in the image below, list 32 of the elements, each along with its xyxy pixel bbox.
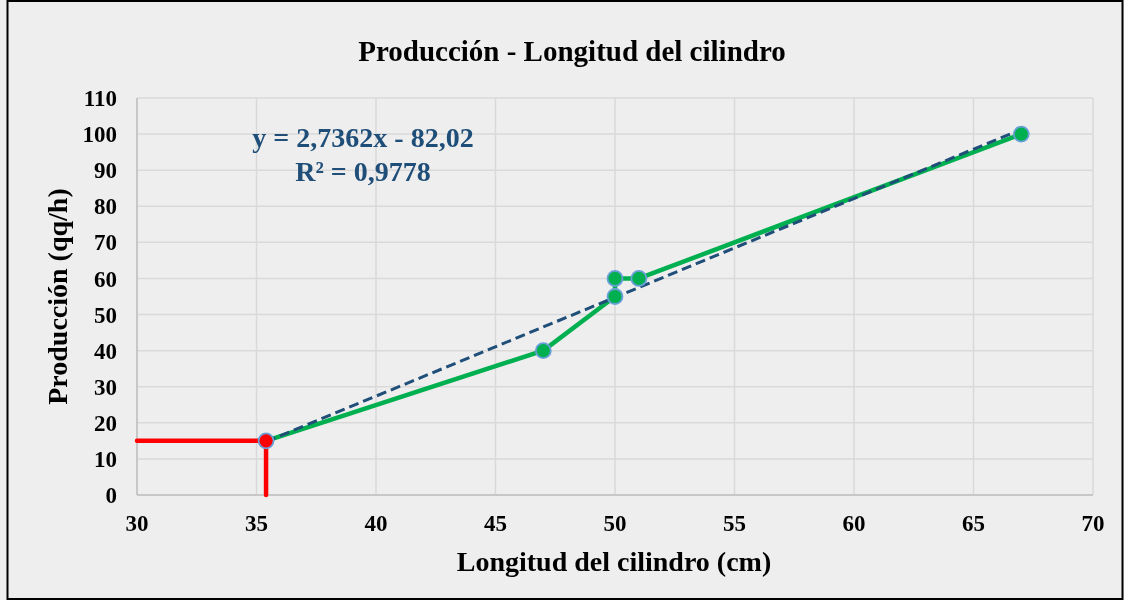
point xyxy=(606,288,624,305)
point xyxy=(630,270,648,287)
x-tick-label: 35 xyxy=(245,511,268,536)
y-tick-label: 10 xyxy=(94,446,117,472)
x-tick-label: 40 xyxy=(364,511,388,536)
x-tick-label: 30 xyxy=(125,511,149,536)
y-tick-label: 100 xyxy=(82,122,117,148)
point xyxy=(606,270,624,287)
point xyxy=(1012,125,1030,143)
y-tick-label: 70 xyxy=(94,230,117,256)
y-axis-title: Producción (qq/h) xyxy=(42,188,73,405)
y-tick-label: 40 xyxy=(94,338,117,364)
x-tick-label: 50 xyxy=(603,511,627,536)
y-tick-label: 30 xyxy=(94,374,117,400)
annotation: R² = 0,9778 xyxy=(295,156,431,187)
y-tick-label: 110 xyxy=(83,86,117,112)
point xyxy=(257,432,275,450)
y-tick-label: 90 xyxy=(94,158,117,184)
chart-title: Producción - Longitud del cilindro xyxy=(358,35,786,67)
x-tick-label: 60 xyxy=(842,511,866,536)
y-tick-label: 0 xyxy=(105,483,117,509)
x-tick-label: 45 xyxy=(484,511,507,536)
y-tick-label: 60 xyxy=(94,266,117,292)
x-tick-label: 55 xyxy=(723,511,746,536)
y-tick-label: 20 xyxy=(94,410,117,436)
y-tick-label: 80 xyxy=(94,194,117,220)
annotation: y = 2,7362x - 82,02 xyxy=(252,122,474,153)
y-tick-label: 50 xyxy=(94,302,117,328)
x-axis-title: Longitud del cilindro (cm) xyxy=(456,546,772,577)
point xyxy=(534,342,552,360)
x-tick-label: 70 xyxy=(1081,511,1105,536)
x-tick-label: 65 xyxy=(962,511,985,536)
